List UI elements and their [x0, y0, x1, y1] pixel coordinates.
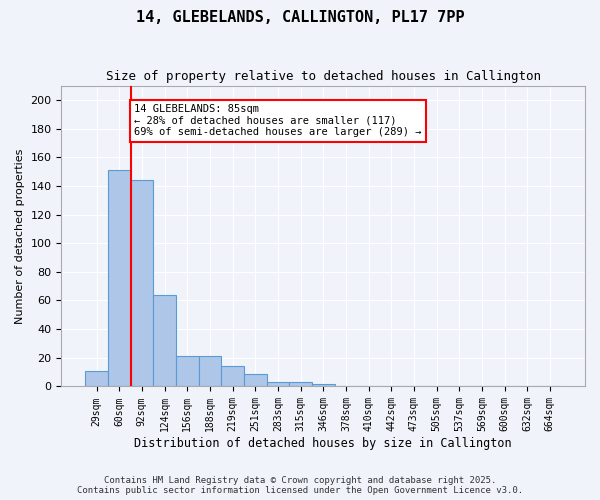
Text: Contains HM Land Registry data © Crown copyright and database right 2025.
Contai: Contains HM Land Registry data © Crown c…	[77, 476, 523, 495]
Text: 14, GLEBELANDS, CALLINGTON, PL17 7PP: 14, GLEBELANDS, CALLINGTON, PL17 7PP	[136, 10, 464, 25]
Bar	[108, 170, 131, 386]
Bar	[85, 370, 108, 386]
Bar	[266, 382, 289, 386]
Text: 14 GLEBELANDS: 85sqm
← 28% of detached houses are smaller (117)
69% of semi-deta: 14 GLEBELANDS: 85sqm ← 28% of detached h…	[134, 104, 421, 138]
Bar	[199, 356, 221, 386]
Bar	[221, 366, 244, 386]
Bar	[312, 384, 335, 386]
Bar	[289, 382, 312, 386]
X-axis label: Distribution of detached houses by size in Callington: Distribution of detached houses by size …	[134, 437, 512, 450]
Y-axis label: Number of detached properties: Number of detached properties	[15, 148, 25, 324]
Bar	[131, 180, 153, 386]
Bar	[244, 374, 266, 386]
Bar	[153, 295, 176, 386]
Title: Size of property relative to detached houses in Callington: Size of property relative to detached ho…	[106, 70, 541, 83]
Bar	[176, 356, 199, 386]
